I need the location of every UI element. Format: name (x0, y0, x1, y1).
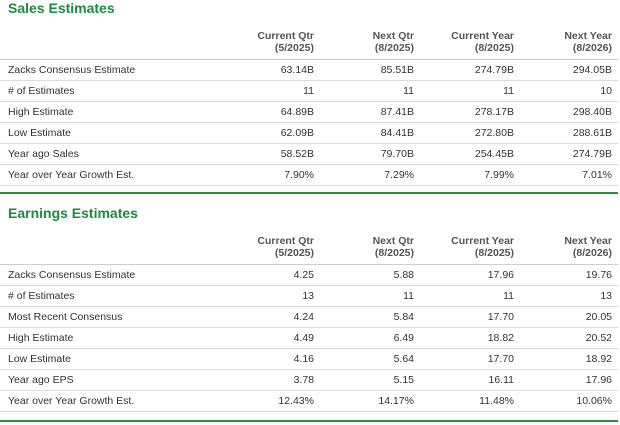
row-label: High Estimate (0, 101, 220, 123)
table-cell: 5.84 (320, 306, 420, 328)
header-blank (0, 24, 220, 60)
sales-estimates-table: Current Qtr (5/2025) Next Qtr (8/2025) Cur… (0, 24, 618, 186)
table-cell: 17.70 (420, 306, 520, 328)
row-label: High Estimate (0, 327, 220, 349)
table-cell: 17.96 (520, 369, 618, 391)
table-cell: 278.17B (420, 101, 520, 123)
table-cell: 62.09B (220, 122, 320, 144)
table-cell: 10 (520, 80, 618, 102)
sales-estimates-title: Sales Estimates (8, 0, 115, 16)
earnings-section-divider (0, 420, 618, 422)
table-row: Year over Year Growth Est. 7.90% 7.29% 7.99… (0, 164, 618, 186)
table-row: Year ago EPS 3.78 5.15 16.11 17.96 (0, 369, 618, 391)
table-cell: 19.76 (520, 264, 618, 286)
table-cell: 11 (420, 80, 520, 102)
table-cell: 7.90% (220, 164, 320, 186)
table-row: Low Estimate 4.16 5.64 17.70 18.92 (0, 348, 618, 370)
earnings-estimates-table: Current Qtr (5/2025) Next Qtr (8/2025) Cur… (0, 229, 618, 412)
table-cell: 7.99% (420, 164, 520, 186)
table-cell: 64.89B (220, 101, 320, 123)
table-cell: 272.80B (420, 122, 520, 144)
table-cell: 11 (220, 80, 320, 102)
table-cell: 274.79B (520, 143, 618, 165)
table-row: High Estimate 64.89B 87.41B 278.17B 298.40B (0, 101, 618, 123)
table-row: # of Estimates 11 11 11 10 (0, 80, 618, 102)
col-next-year: Next Year (8/2026) (520, 24, 618, 60)
table-cell: 79.70B (320, 143, 420, 165)
table-cell: 14.17% (320, 390, 420, 412)
col-next-year: Next Year (8/2026) (520, 229, 618, 265)
table-cell: 5.88 (320, 264, 420, 286)
table-cell: 13 (220, 285, 320, 307)
table-cell: 3.78 (220, 369, 320, 391)
table-cell: 20.05 (520, 306, 618, 328)
table-cell: 85.51B (320, 59, 420, 81)
table-cell: 11.48% (420, 390, 520, 412)
table-cell: 288.61B (520, 122, 618, 144)
table-cell: 58.52B (220, 143, 320, 165)
table-cell: 17.96 (420, 264, 520, 286)
table-row: # of Estimates 13 11 11 13 (0, 285, 618, 307)
table-row: Low Estimate 62.09B 84.41B 272.80B 288.61B (0, 122, 618, 144)
col-next-qtr: Next Qtr (8/2025) (320, 229, 420, 265)
table-cell: 84.41B (320, 122, 420, 144)
earnings-estimates-title: Earnings Estimates (8, 205, 138, 221)
table-cell: 16.11 (420, 369, 520, 391)
table-cell: 7.01% (520, 164, 618, 186)
earnings-header-row: Current Qtr (5/2025) Next Qtr (8/2025) Cur… (0, 229, 618, 265)
table-cell: 4.24 (220, 306, 320, 328)
table-cell: 5.64 (320, 348, 420, 370)
table-cell: 5.15 (320, 369, 420, 391)
table-row: Zacks Consensus Estimate 4.25 5.88 17.96 19.… (0, 264, 618, 286)
col-next-qtr: Next Qtr (8/2025) (320, 24, 420, 60)
col-current-qtr: Current Qtr (5/2025) (220, 229, 320, 265)
table-cell: 11 (320, 285, 420, 307)
table-row: High Estimate 4.49 6.49 18.82 20.52 (0, 327, 618, 349)
table-cell: 18.82 (420, 327, 520, 349)
table-cell: 18.92 (520, 348, 618, 370)
table-cell: 7.29% (320, 164, 420, 186)
col-current-year: Current Year (8/2025) (420, 229, 520, 265)
table-cell: 4.49 (220, 327, 320, 349)
col-current-year: Current Year (8/2025) (420, 24, 520, 60)
table-cell: 10.06% (520, 390, 618, 412)
row-label: Year over Year Growth Est. (0, 390, 220, 412)
row-label: Low Estimate (0, 122, 220, 144)
table-cell: 11 (320, 80, 420, 102)
row-label: Year over Year Growth Est. (0, 164, 220, 186)
table-cell: 274.79B (420, 59, 520, 81)
table-cell: 4.16 (220, 348, 320, 370)
table-cell: 17.70 (420, 348, 520, 370)
table-row: Zacks Consensus Estimate 63.14B 85.51B 274.… (0, 59, 618, 81)
row-label: # of Estimates (0, 285, 220, 307)
row-label: Zacks Consensus Estimate (0, 264, 220, 286)
table-cell: 63.14B (220, 59, 320, 81)
table-cell: 6.49 (320, 327, 420, 349)
sales-header-row: Current Qtr (5/2025) Next Qtr (8/2025) Cur… (0, 24, 618, 60)
table-cell: 298.40B (520, 101, 618, 123)
table-cell: 294.05B (520, 59, 618, 81)
row-label: Most Recent Consensus (0, 306, 220, 328)
row-label: Zacks Consensus Estimate (0, 59, 220, 81)
table-cell: 12.43% (220, 390, 320, 412)
table-row: Year ago Sales 58.52B 79.70B 254.45B 274.79B (0, 143, 618, 165)
table-cell: 13 (520, 285, 618, 307)
row-label: Year ago EPS (0, 369, 220, 391)
row-label: Year ago Sales (0, 143, 220, 165)
table-cell: 11 (420, 285, 520, 307)
table-row: Most Recent Consensus 4.24 5.84 17.70 20.05 (0, 306, 618, 328)
table-row: Year over Year Growth Est. 12.43% 14.17% 11… (0, 390, 618, 412)
table-cell: 254.45B (420, 143, 520, 165)
row-label: Low Estimate (0, 348, 220, 370)
table-cell: 20.52 (520, 327, 618, 349)
row-label: # of Estimates (0, 80, 220, 102)
table-cell: 4.25 (220, 264, 320, 286)
header-blank (0, 229, 220, 265)
table-cell: 87.41B (320, 101, 420, 123)
col-current-qtr: Current Qtr (5/2025) (220, 24, 320, 60)
sales-section-divider (0, 192, 618, 194)
